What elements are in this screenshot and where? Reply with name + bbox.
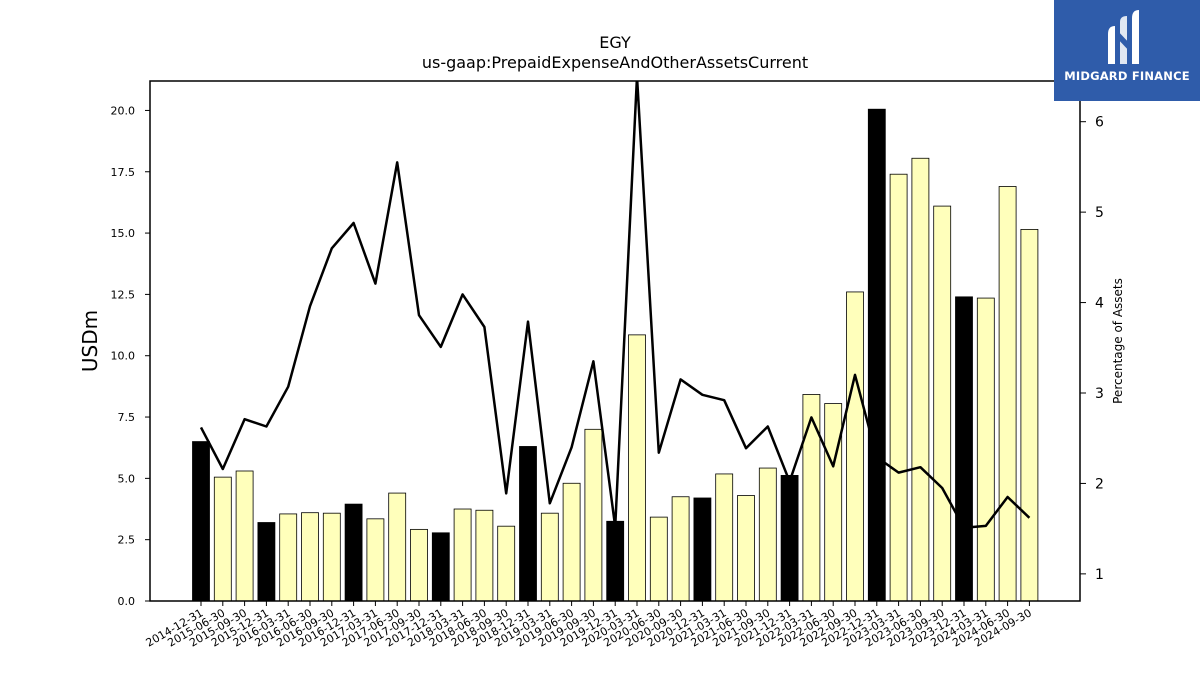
y2-tick-label: 5	[1095, 205, 1104, 221]
bar	[846, 291, 864, 602]
bar	[497, 525, 516, 602]
y-tick-label: 17.5	[111, 166, 136, 179]
y2-tick-label: 4	[1095, 296, 1104, 312]
bar	[322, 512, 341, 602]
bar	[606, 520, 625, 602]
bar	[388, 492, 407, 602]
y-tick-label: 10.0	[111, 350, 136, 363]
right-axis: 1 2 3 4 5 6	[1080, 115, 1104, 583]
y2-axis-label: Percentage of Assets	[1111, 278, 1125, 404]
bar	[715, 473, 734, 602]
bar	[410, 528, 428, 602]
midgard-m-logo-icon	[1108, 10, 1139, 64]
y-tick-label: 0.0	[118, 595, 136, 608]
bar	[1020, 228, 1039, 602]
bar	[279, 513, 298, 602]
bar	[802, 394, 821, 602]
bar	[824, 403, 843, 602]
y-tick-label: 7.5	[118, 411, 136, 424]
bar	[671, 496, 690, 602]
bar	[867, 108, 886, 602]
x-axis: 2014-12-312015-06-302015-09-302015-12-31…	[144, 601, 1034, 650]
chart-title: EGY	[599, 33, 631, 52]
line-series	[199, 81, 1031, 529]
bar	[998, 186, 1017, 602]
bar	[758, 467, 777, 602]
bar	[192, 441, 210, 602]
y-axis-label: USDm	[78, 310, 102, 372]
y-tick-label: 12.5	[111, 288, 136, 301]
bar	[213, 476, 232, 602]
left-axis: 0.0 2.5 5.0 7.5 10.0 12.5 15.0 17.5 20.0	[111, 104, 150, 608]
bar	[562, 482, 581, 602]
y2-tick-label: 3	[1095, 386, 1104, 402]
bar	[453, 508, 472, 602]
brand-logo: MIDGARD FINANCE	[1054, 0, 1200, 101]
y2-tick-label: 1	[1095, 567, 1104, 583]
y-tick-label: 20.0	[111, 104, 136, 117]
bar	[431, 532, 450, 602]
bar	[649, 516, 668, 602]
bar	[301, 512, 319, 602]
y2-tick-label: 6	[1095, 115, 1104, 131]
bar	[257, 522, 276, 602]
percentage-line	[199, 81, 1031, 529]
bar	[737, 495, 755, 602]
bar-series	[192, 108, 1039, 602]
bar	[933, 205, 952, 602]
y2-tick-label: 2	[1095, 476, 1104, 492]
bar	[976, 297, 995, 602]
bar	[780, 475, 799, 602]
bar	[475, 509, 494, 602]
bar	[693, 497, 712, 602]
bar	[955, 296, 973, 602]
bar	[889, 173, 908, 602]
chart-subtitle: us-gaap:PrepaidExpenseAndOtherAssetsCurr…	[422, 53, 808, 72]
brand-name: MIDGARD FINANCE	[1064, 69, 1190, 83]
bar	[235, 470, 254, 602]
bar	[584, 428, 603, 602]
bar	[911, 157, 930, 602]
bar	[344, 503, 363, 602]
bar	[540, 512, 559, 602]
y-tick-label: 5.0	[118, 472, 136, 485]
y-tick-label: 15.0	[111, 227, 136, 240]
bar	[366, 518, 385, 602]
y-tick-label: 2.5	[118, 534, 136, 547]
bar	[628, 334, 646, 602]
bar	[519, 446, 537, 602]
